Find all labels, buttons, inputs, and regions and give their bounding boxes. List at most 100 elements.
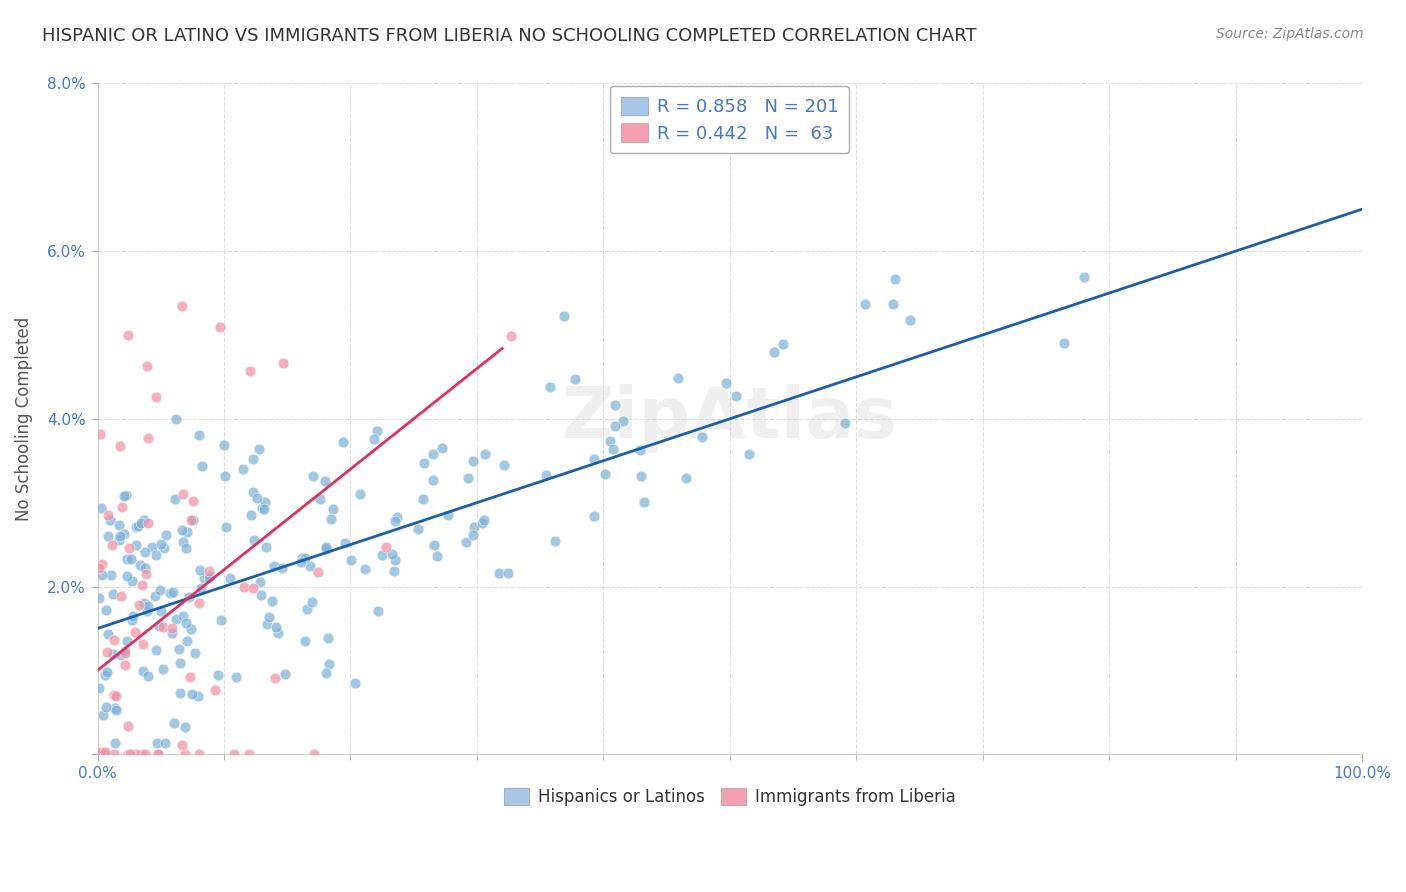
Point: [423, 538, 446, 552]
Point: [132, 513, 155, 527]
Point: [463, 519, 485, 533]
Point: [172, 608, 194, 623]
Point: [187, 689, 209, 703]
Point: [163, 716, 186, 731]
Point: [772, 337, 794, 351]
Point: [387, 510, 409, 524]
Point: [193, 571, 215, 585]
Point: [104, 735, 127, 749]
Point: [321, 512, 343, 526]
Point: [461, 454, 484, 468]
Point: [89, 747, 111, 762]
Point: [1073, 270, 1095, 285]
Point: [714, 376, 737, 390]
Point: [675, 471, 697, 485]
Point: [134, 561, 156, 575]
Legend: Hispanics or Latinos, Immigrants from Liberia: Hispanics or Latinos, Immigrants from Li…: [498, 781, 962, 813]
Point: [263, 671, 285, 685]
Point: [315, 541, 337, 556]
Point: [91, 568, 114, 582]
Point: [97, 627, 120, 641]
Point: [176, 525, 198, 540]
Point: [114, 657, 136, 672]
Text: ZipAtlas: ZipAtlas: [562, 384, 898, 453]
Point: [884, 272, 907, 286]
Point: [257, 610, 280, 624]
Point: [315, 540, 337, 554]
Text: HISPANIC OR LATINO VS IMMIGRANTS FROM LIBERIA NO SCHOOLING COMPLETED CORRELATION: HISPANIC OR LATINO VS IMMIGRANTS FROM LI…: [42, 27, 977, 45]
Point: [225, 670, 247, 684]
Point: [436, 508, 458, 522]
Point: [406, 522, 429, 536]
Point: [499, 329, 522, 343]
Point: [90, 501, 112, 516]
Point: [98, 513, 121, 527]
Point: [90, 557, 112, 571]
Point: [1052, 336, 1074, 351]
Point: [97, 508, 120, 523]
Point: [218, 572, 240, 586]
Point: [173, 720, 195, 734]
Point: [249, 574, 271, 589]
Point: [262, 593, 284, 607]
Point: [316, 631, 339, 645]
Point: [333, 536, 356, 550]
Point: [232, 462, 254, 476]
Point: [294, 551, 316, 566]
Point: [132, 665, 155, 679]
Point: [430, 442, 453, 456]
Point: [117, 719, 139, 733]
Point: [187, 747, 209, 762]
Point: [145, 548, 167, 562]
Point: [117, 747, 139, 762]
Point: [198, 564, 221, 578]
Point: [152, 541, 174, 555]
Point: [105, 689, 128, 703]
Point: [353, 562, 375, 576]
Point: [160, 626, 183, 640]
Point: [214, 468, 236, 483]
Point: [128, 599, 150, 613]
Point: [340, 553, 363, 567]
Point: [209, 613, 232, 627]
Point: [170, 738, 193, 752]
Point: [349, 487, 371, 501]
Point: [176, 615, 198, 630]
Point: [103, 688, 125, 702]
Point: [243, 533, 266, 547]
Point: [103, 747, 125, 762]
Point: [738, 447, 761, 461]
Point: [367, 604, 389, 618]
Point: [149, 537, 172, 551]
Point: [599, 434, 621, 449]
Point: [180, 687, 202, 701]
Point: [145, 390, 167, 404]
Point: [242, 451, 264, 466]
Point: [457, 471, 479, 485]
Point: [117, 327, 139, 342]
Point: [121, 574, 143, 588]
Point: [322, 502, 344, 516]
Point: [318, 657, 340, 671]
Point: [165, 412, 187, 426]
Point: [169, 686, 191, 700]
Point: [536, 467, 558, 482]
Point: [110, 589, 132, 603]
Point: [160, 621, 183, 635]
Point: [125, 747, 148, 762]
Point: [172, 299, 194, 313]
Point: [315, 665, 337, 680]
Point: [135, 567, 157, 582]
Point: [366, 424, 388, 438]
Point: [167, 642, 190, 657]
Point: [149, 604, 172, 618]
Point: [471, 516, 494, 531]
Point: [155, 528, 177, 542]
Point: [250, 501, 273, 516]
Point: [114, 647, 136, 661]
Point: [108, 529, 131, 543]
Point: [93, 708, 115, 723]
Point: [101, 647, 124, 661]
Point: [633, 494, 655, 508]
Point: [582, 452, 605, 467]
